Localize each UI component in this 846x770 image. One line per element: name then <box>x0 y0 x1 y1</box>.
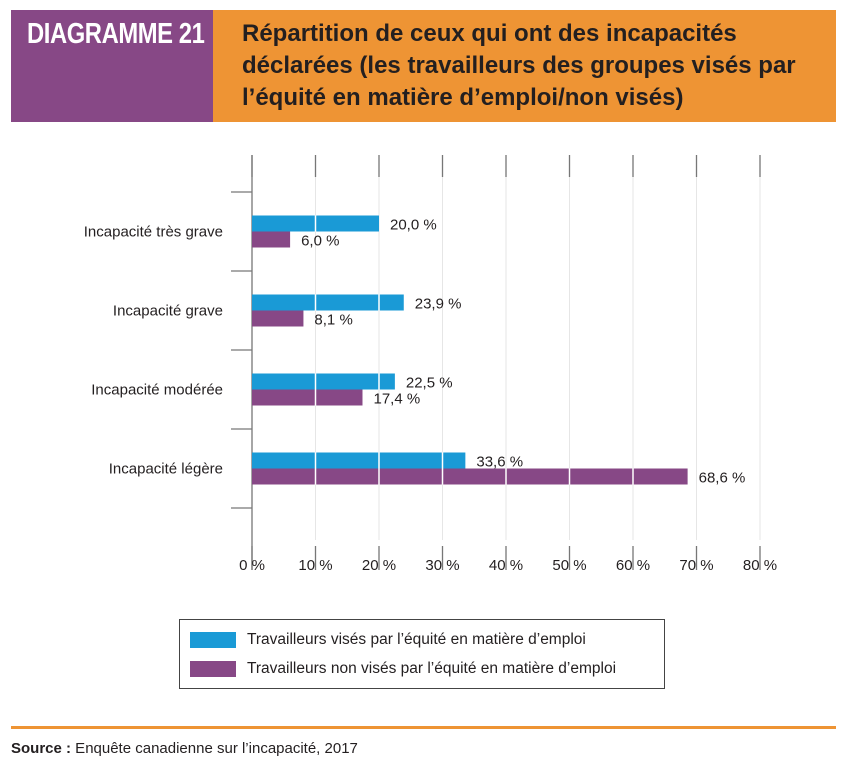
data-label: 23,9 % <box>415 296 462 313</box>
x-tick-label: 10 % <box>298 557 332 574</box>
category-label: Incapacité très grave <box>84 224 223 241</box>
data-label: 17,4 % <box>373 391 420 408</box>
source-text: Enquête canadienne sur l’incapacité, 201… <box>71 740 358 757</box>
data-label: 8,1 % <box>314 312 352 329</box>
x-tick-label: 70 % <box>679 557 713 574</box>
diagram-number: DIAGRAMME 21 <box>27 18 205 50</box>
bar-non-targeted <box>252 231 291 248</box>
diagram-number-banner: DIAGRAMME 21 <box>11 10 213 122</box>
category-label: Incapacité grave <box>113 303 223 320</box>
x-tick-label: 0 % <box>239 557 265 574</box>
bar-targeted <box>252 452 466 469</box>
legend: Travailleurs visés par l’équité en matiè… <box>179 619 665 689</box>
legend-label: Travailleurs non visés par l’équité en m… <box>247 660 617 677</box>
x-tick-label: 20 % <box>362 557 396 574</box>
bar-targeted <box>252 373 395 390</box>
data-label: 6,0 % <box>301 233 339 250</box>
footer-divider <box>11 726 836 729</box>
bar-targeted <box>252 294 404 311</box>
source-label: Source : <box>11 740 72 757</box>
bar-chart: 0 % 10 % 20 % 30 % 40 % 50 % 60 % 70 % 80 % Incap… <box>84 155 777 574</box>
legend-swatch-targeted <box>190 632 236 648</box>
bar-non-targeted <box>252 310 304 327</box>
data-label: 33,6 % <box>476 454 523 471</box>
bar-non-targeted <box>252 389 363 406</box>
source-note: Source : Enquête canadienne sur l’incapa… <box>11 740 358 757</box>
legend-label: Travailleurs visés par l’équité en matiè… <box>247 631 586 648</box>
legend-item: Travailleurs visés par l’équité en matiè… <box>190 630 586 650</box>
x-tick-label: 60 % <box>616 557 650 574</box>
title-banner: Répartition de ceux qui ont des incapaci… <box>213 10 836 122</box>
legend-item: Travailleurs non visés par l’équité en m… <box>190 659 616 679</box>
chart-title: Répartition de ceux qui ont des incapaci… <box>242 20 796 111</box>
data-label: 20,0 % <box>390 217 437 234</box>
category-label: Incapacité légère <box>109 461 223 478</box>
x-tick-label: 80 % <box>743 557 777 574</box>
data-label: 68,6 % <box>699 470 746 487</box>
x-tick-label: 50 % <box>552 557 586 574</box>
x-tick-label: 40 % <box>489 557 523 574</box>
category-label: Incapacité modérée <box>91 382 223 399</box>
data-label: 22,5 % <box>406 375 453 392</box>
legend-swatch-non-targeted <box>190 661 236 677</box>
bar-non-targeted <box>252 468 688 485</box>
x-tick-label: 30 % <box>425 557 459 574</box>
